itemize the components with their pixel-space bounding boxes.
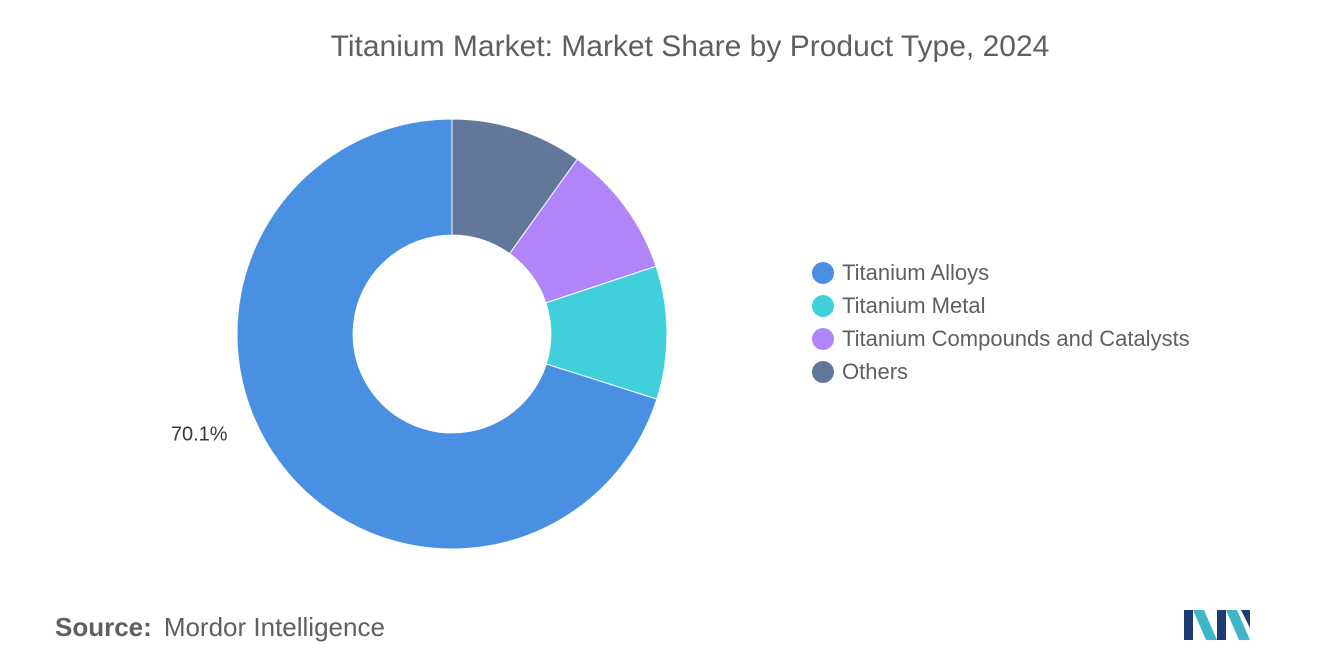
mordor-intelligence-logo-icon — [1184, 610, 1250, 640]
data-label-titanium-alloys: 70.1% — [171, 424, 228, 446]
legend-swatch-titanium-alloys — [812, 261, 834, 284]
legend-item-titanium-compounds: Titanium Compounds and Catalysts — [812, 322, 1190, 355]
legend-swatch-titanium-compounds — [812, 327, 834, 350]
source-line: Source: Mordor Intelligence — [55, 612, 385, 643]
legend-item-titanium-metal: Titanium Metal — [812, 289, 1190, 322]
legend-item-others: Others — [812, 355, 1190, 388]
legend-label: Titanium Alloys — [842, 259, 990, 285]
source-text: Mordor Intelligence — [163, 612, 385, 642]
chart-title: Titanium Market: Market Share by Product… — [330, 30, 1050, 63]
legend-swatch-titanium-metal — [812, 294, 834, 317]
chart-legend: Titanium Alloys Titanium Metal Titanium … — [812, 256, 1190, 388]
legend-label: Titanium Compounds and Catalysts — [842, 325, 1190, 351]
donut-slice-titanium-alloys — [236, 118, 658, 550]
legend-label: Others — [842, 358, 909, 384]
source-label: Source: — [55, 612, 152, 642]
legend-swatch-others — [812, 360, 834, 383]
legend-label: Titanium Metal — [842, 292, 986, 318]
legend-item-titanium-alloys: Titanium Alloys — [812, 256, 1190, 289]
